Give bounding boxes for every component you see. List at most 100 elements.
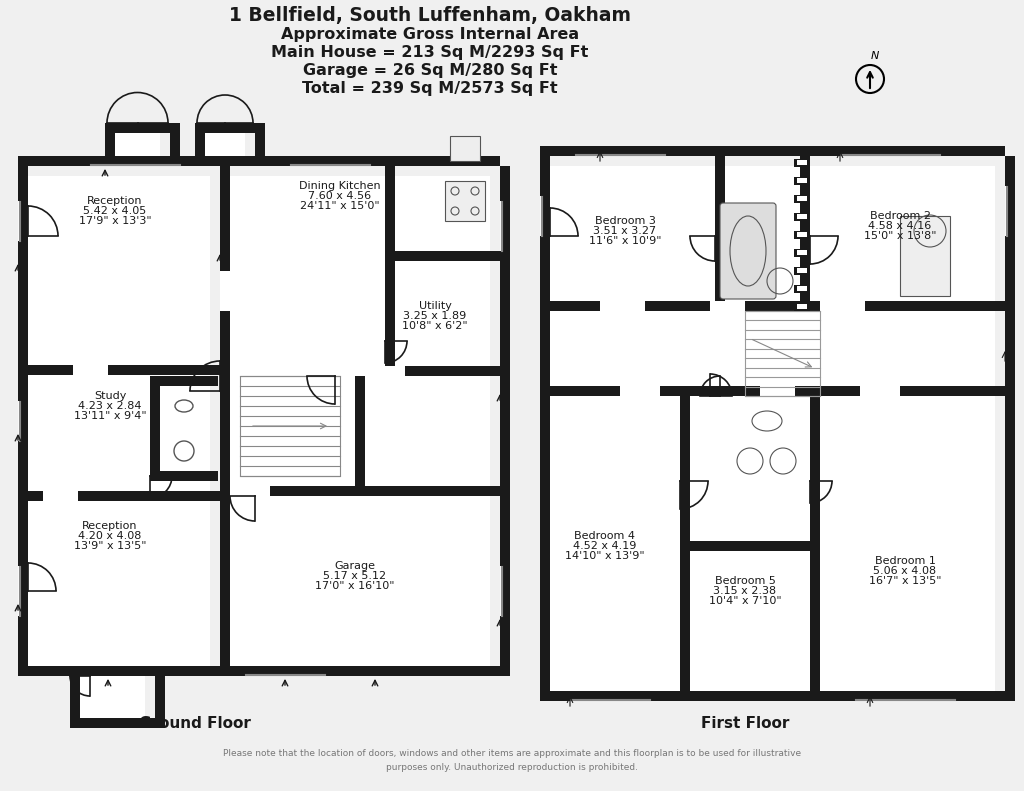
Bar	[18, 666, 220, 676]
Bar	[540, 386, 1005, 396]
Bar	[385, 166, 395, 376]
Text: 3.15 x 2.38: 3.15 x 2.38	[714, 586, 776, 596]
Bar	[794, 267, 810, 275]
Text: Bedroom 3: Bedroom 3	[595, 216, 655, 226]
Bar	[540, 471, 550, 701]
Bar	[43, 491, 78, 501]
Text: Study: Study	[94, 391, 126, 401]
Text: Garage = 26 Sq M/280 Sq Ft: Garage = 26 Sq M/280 Sq Ft	[303, 63, 557, 78]
Text: Dining Kitchen: Dining Kitchen	[299, 181, 381, 191]
Text: 10'8" x 6'2": 10'8" x 6'2"	[402, 321, 468, 331]
Bar	[115, 133, 160, 156]
Bar	[797, 304, 807, 309]
Bar	[797, 196, 807, 201]
Bar	[195, 123, 205, 166]
Bar	[18, 166, 28, 676]
Bar	[70, 718, 155, 728]
Text: 17'0" x 16'10": 17'0" x 16'10"	[315, 581, 394, 591]
Bar	[105, 123, 115, 166]
Bar	[794, 213, 810, 221]
Text: 4.20 x 4.08: 4.20 x 4.08	[78, 531, 141, 541]
Text: N: N	[870, 51, 880, 61]
Bar	[245, 674, 325, 676]
Bar	[18, 401, 20, 441]
Text: 4.52 x 4.19: 4.52 x 4.19	[573, 541, 637, 551]
Bar	[680, 691, 1005, 701]
Bar	[810, 396, 820, 701]
Bar	[205, 133, 245, 156]
Bar	[28, 176, 210, 666]
Bar	[18, 201, 20, 241]
Bar	[500, 566, 503, 616]
Bar	[18, 365, 220, 375]
Bar	[1005, 186, 1008, 236]
Text: Bedroom 1: Bedroom 1	[874, 556, 936, 566]
Text: 13'11" x 9'4": 13'11" x 9'4"	[74, 411, 146, 421]
Text: 4.23 x 2.84: 4.23 x 2.84	[78, 401, 141, 411]
Bar	[80, 676, 145, 718]
Bar	[570, 698, 650, 701]
Bar	[797, 268, 807, 273]
Text: Ground Floor: Ground Floor	[139, 716, 251, 731]
Bar	[860, 386, 900, 396]
Bar	[797, 250, 807, 255]
Bar	[794, 303, 810, 311]
Bar	[160, 396, 208, 471]
Bar	[150, 471, 218, 481]
Bar	[710, 301, 745, 311]
Text: 3.51 x 3.27: 3.51 x 3.27	[594, 226, 656, 236]
Bar	[150, 376, 218, 386]
Bar	[155, 676, 165, 728]
Bar	[230, 366, 406, 376]
Bar	[445, 181, 485, 221]
Bar	[220, 156, 500, 166]
Bar	[550, 166, 995, 691]
Bar	[680, 541, 810, 551]
Text: Bedroom 2: Bedroom 2	[869, 211, 931, 221]
Bar	[820, 301, 865, 311]
Bar	[1005, 156, 1015, 701]
Text: 3.25 x 1.89: 3.25 x 1.89	[403, 311, 467, 321]
Text: 11'6" x 10'9": 11'6" x 10'9"	[589, 236, 662, 246]
Bar	[540, 691, 1005, 701]
Bar	[690, 551, 810, 691]
Bar	[220, 366, 500, 376]
Text: 5.06 x 4.08: 5.06 x 4.08	[873, 566, 937, 576]
Bar	[395, 261, 490, 366]
Bar	[500, 166, 510, 676]
Bar	[18, 491, 220, 501]
Bar	[230, 486, 270, 496]
Bar	[745, 311, 820, 396]
Bar	[255, 123, 265, 166]
Text: 7.60 x 4.56: 7.60 x 4.56	[308, 191, 372, 201]
Text: Utility: Utility	[419, 301, 452, 311]
Bar	[820, 396, 995, 691]
Bar	[500, 201, 503, 251]
Bar	[760, 386, 795, 396]
Text: purposes only. Unauthorized reproduction is prohibited.: purposes only. Unauthorized reproduction…	[386, 763, 638, 772]
Text: Reception: Reception	[87, 196, 142, 206]
Text: 17'9" x 13'3": 17'9" x 13'3"	[79, 216, 152, 226]
Bar	[620, 386, 660, 396]
Bar	[195, 123, 255, 133]
Text: Approximate Gross Internal Area: Approximate Gross Internal Area	[281, 27, 579, 42]
Bar	[395, 176, 490, 366]
Bar	[794, 177, 810, 185]
Bar	[794, 285, 810, 293]
Text: 5.17 x 5.12: 5.17 x 5.12	[324, 571, 387, 581]
Bar	[797, 232, 807, 237]
Text: Bedroom 4: Bedroom 4	[574, 531, 636, 541]
Bar	[240, 376, 340, 476]
Text: 4.58 x 4.16: 4.58 x 4.16	[868, 221, 932, 231]
Bar	[725, 166, 800, 301]
Bar	[575, 153, 665, 156]
Bar	[70, 676, 80, 728]
Bar	[810, 166, 995, 301]
Bar	[105, 123, 170, 133]
Bar	[855, 698, 955, 701]
Text: 15'0" x 13'8": 15'0" x 13'8"	[864, 231, 936, 241]
FancyBboxPatch shape	[720, 203, 776, 299]
Bar	[794, 231, 810, 239]
Bar	[680, 396, 690, 701]
Bar	[600, 301, 645, 311]
